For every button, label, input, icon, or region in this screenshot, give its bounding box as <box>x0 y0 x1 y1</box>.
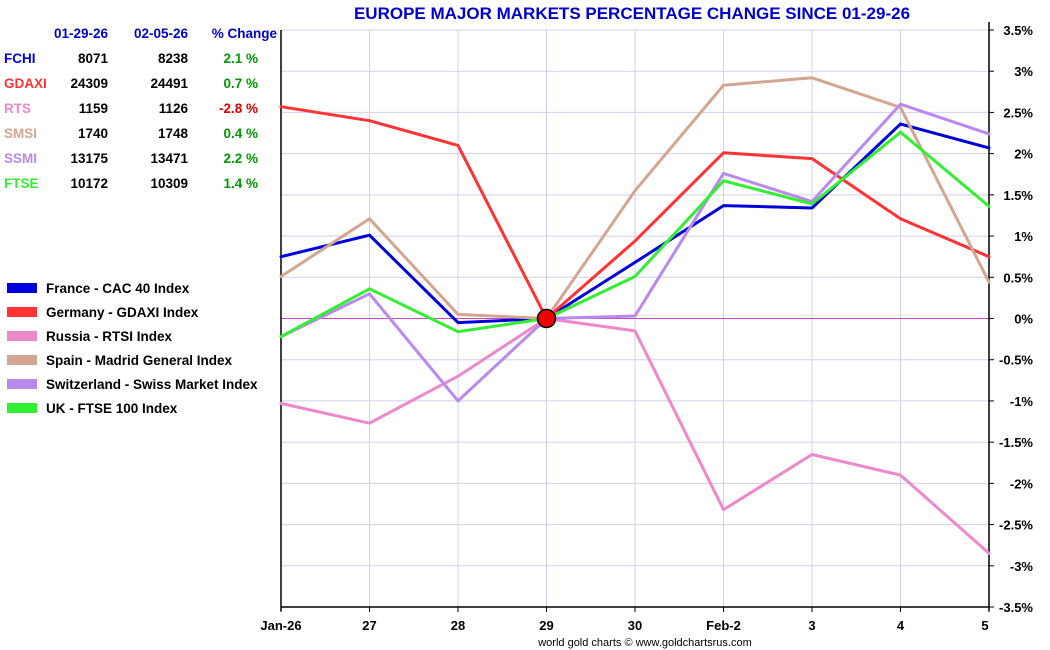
table-change-value: 1.4 % <box>223 176 258 191</box>
credit-text: world gold charts © www.goldchartsrus.co… <box>537 637 752 649</box>
series-line-france <box>279 122 991 325</box>
table-symbol: FCHI <box>4 51 36 66</box>
base-date-marker <box>536 308 557 329</box>
x-tick-label: Jan-26 <box>260 618 301 633</box>
legend-swatch <box>7 331 37 341</box>
legend-swatch <box>7 355 37 365</box>
x-tick-label: 30 <box>628 618 642 633</box>
table-change-value: 2.2 % <box>223 151 258 166</box>
table-change-value: -2.8 % <box>219 101 258 116</box>
x-tick-label: Feb-2 <box>706 618 741 633</box>
series-line-russia <box>279 317 991 555</box>
table-symbol: SSMI <box>4 151 37 166</box>
legend-swatch <box>7 283 37 293</box>
legend-label: UK - FTSE 100 Index <box>46 401 178 416</box>
legend-swatch <box>7 307 37 317</box>
series-line-germany <box>279 105 991 320</box>
series-line-spain <box>279 76 991 320</box>
legend-label: Germany - GDAXI Index <box>46 305 199 320</box>
y-tick-label: 1.5% <box>1003 188 1033 203</box>
table-end-value: 1748 <box>158 126 189 141</box>
table-end-value: 10309 <box>150 176 188 191</box>
table-header: 02-05-26 <box>134 26 189 41</box>
table-end-value: 13471 <box>150 151 188 166</box>
table-change-value: 0.4 % <box>223 126 258 141</box>
y-tick-label: -0.5% <box>999 353 1033 368</box>
table-change-value: 2.1 % <box>223 51 258 66</box>
table-start-value: 10172 <box>70 176 108 191</box>
table-start-value: 1740 <box>78 126 108 141</box>
table-start-value: 13175 <box>70 151 108 166</box>
y-tick-label: -3.5% <box>999 600 1033 615</box>
x-tick-label: 29 <box>539 618 553 633</box>
chart-title: EUROPE MAJOR MARKETS PERCENTAGE CHANGE S… <box>354 4 910 23</box>
table-symbol: FTSE <box>4 176 39 191</box>
y-tick-label: 0.5% <box>1003 270 1033 285</box>
y-tick-label: 3% <box>1014 64 1033 79</box>
y-tick-label: -2.5% <box>999 518 1033 533</box>
legend-label: Switzerland - Swiss Market Index <box>46 377 258 392</box>
series-line-switzerland <box>279 102 991 403</box>
table-end-value: 1126 <box>159 101 189 116</box>
table-end-value: 24491 <box>150 76 188 91</box>
y-tick-label: -2% <box>1010 476 1034 491</box>
table-header: 01-29-26 <box>54 26 109 41</box>
table-end-value: 8238 <box>158 51 189 66</box>
y-tick-label: 1% <box>1014 229 1033 244</box>
table-start-value: 24309 <box>70 76 108 91</box>
y-tick-label: -1.5% <box>999 435 1033 450</box>
legend-label: Russia - RTSI Index <box>46 329 173 344</box>
table-change-value: 0.7 % <box>223 76 258 91</box>
legend-label: Spain - Madrid General Index <box>46 353 233 368</box>
y-tick-label: 2% <box>1014 147 1033 162</box>
x-tick-label: 4 <box>897 618 905 633</box>
legend-label: France - CAC 40 Index <box>46 281 190 296</box>
series-line-uk <box>279 130 991 339</box>
y-tick-label: 0% <box>1014 312 1033 327</box>
x-tick-label: 3 <box>808 618 815 633</box>
table-header: % Change <box>212 26 278 41</box>
x-tick-label: 27 <box>362 618 376 633</box>
table-symbol: GDAXI <box>4 76 47 91</box>
x-tick-label: 28 <box>451 618 465 633</box>
y-tick-label: -1% <box>1010 394 1034 409</box>
y-tick-label: 3.5% <box>1003 23 1033 38</box>
legend-swatch <box>7 403 37 413</box>
table-symbol: RTS <box>4 101 31 116</box>
y-tick-label: -3% <box>1010 559 1034 574</box>
table-symbol: SMSI <box>4 126 37 141</box>
table-start-value: 1159 <box>79 101 108 116</box>
table-start-value: 8071 <box>78 51 109 66</box>
legend-swatch <box>7 379 37 389</box>
x-tick-label: 5 <box>981 618 988 633</box>
y-tick-label: 2.5% <box>1003 105 1033 120</box>
